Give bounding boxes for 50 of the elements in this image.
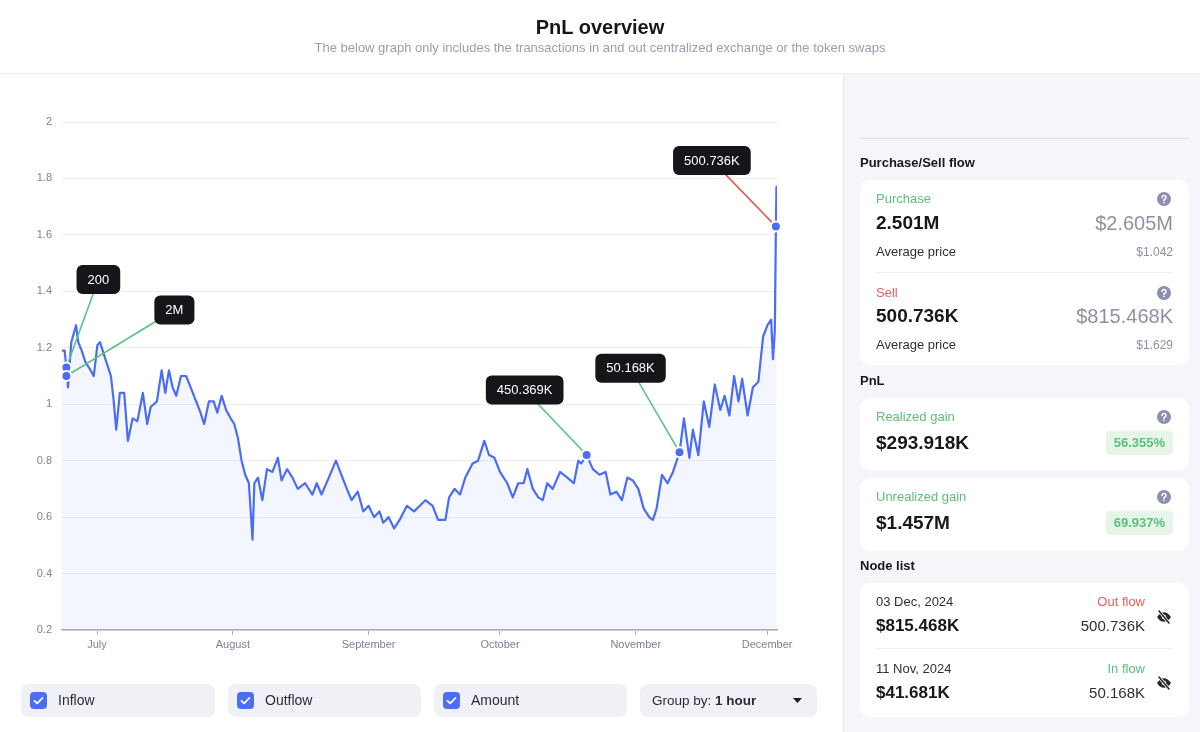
text: Node list [860,558,915,574]
annotation: 500.736K [684,152,741,168]
y-tick-label: 0.6 [36,510,52,523]
text: Sell [876,285,898,301]
x-tick-label: July [87,637,108,650]
chart-subtitle: The below graph only includes the transactions in and out centralized exchange or the token swaps [313,40,887,56]
text: 500.736K [876,304,959,328]
text: 03 Dec, 2024 [876,594,954,610]
x-tick-label: November [610,637,662,650]
text: 11 Nov, 2024 [876,661,952,677]
y-tick-label: 0.8 [36,453,52,466]
text: 56.355% [1105,431,1173,455]
text: PnL [860,373,885,389]
x-tick-label: October [480,637,520,650]
text: 2.501M [876,211,940,235]
text: Average price [876,244,956,260]
text: $293.918K [876,431,969,455]
text: $1.457M [876,511,950,535]
annotation: 50.168K [606,360,656,376]
annotation: 200 [87,271,110,287]
y-tick-label: 1.2 [36,340,52,353]
text: Unrealized gain [876,489,967,505]
text: $1.629 [1136,337,1173,353]
text: Realized gain [876,409,955,425]
x-tick-label: September [341,637,396,650]
y-tick-label: 1 [45,397,52,410]
text: $2.605M [1095,210,1173,236]
text: Out flow [1097,594,1145,610]
x-tick-label: December [741,637,793,650]
text: $41.681K [876,681,950,703]
chart-title: PnL overview [534,15,666,39]
text: 500.736K [1080,615,1145,635]
y-tick-label: 0.2 [36,623,52,636]
annotation: 2M [165,302,184,318]
text: Purchase/Sell flow [860,155,975,171]
text: 50.168K [1089,682,1145,702]
y-tick-label: 2 [45,115,52,128]
text: Average price [876,337,956,353]
text: $815.468K [1076,303,1173,329]
y-tick-label: 1.4 [36,284,52,297]
y-tick-label: 1.6 [36,227,52,240]
y-tick-label: 0.4 [36,566,52,579]
text: $1.042 [1136,244,1173,260]
x-tick-label: August [215,637,250,650]
text: $815.468K [876,614,960,636]
text: Purchase [876,191,931,207]
annotation: 450.369K [496,382,553,398]
text: 69.937% [1105,511,1173,535]
text: In flow [1107,661,1145,677]
y-tick-label: 1.8 [36,171,52,184]
